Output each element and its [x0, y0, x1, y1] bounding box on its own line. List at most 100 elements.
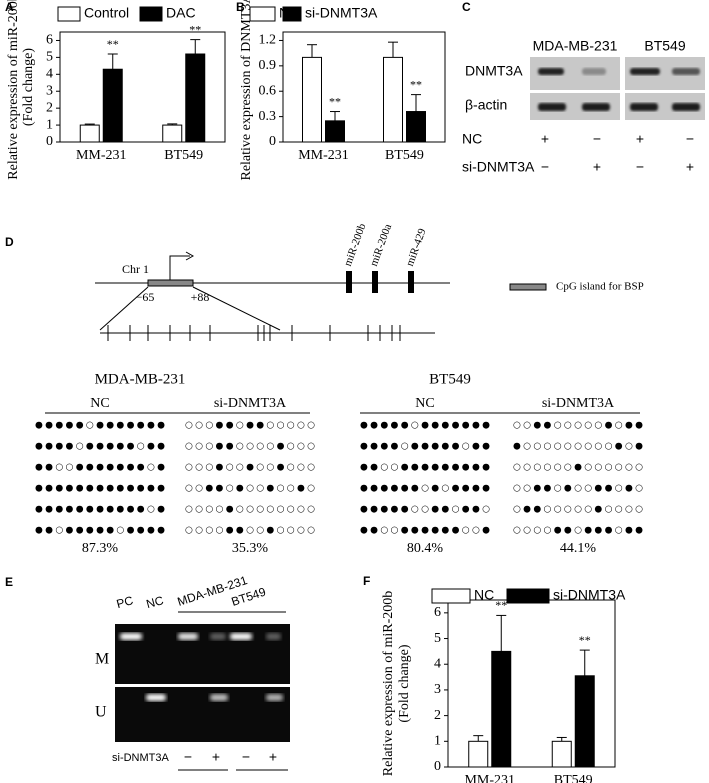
- sample: si-DNMT3A: [214, 396, 287, 411]
- sign: −: [541, 159, 549, 175]
- legend-swatch: [431, 588, 471, 604]
- bar: [325, 120, 345, 143]
- zoom: [192, 286, 281, 331]
- sign: −: [686, 131, 694, 147]
- significance: **: [495, 598, 507, 612]
- band: [538, 68, 564, 75]
- cell-line: MDA-MB-231: [533, 38, 618, 54]
- band: [178, 633, 198, 640]
- mirna: miR-429: [404, 227, 429, 268]
- chromosome-label: Chr 1: [122, 262, 149, 276]
- bar: [302, 56, 322, 143]
- panel-label: A: [5, 0, 14, 14]
- methylation-row: ●●●●●○●●●●●●●: [35, 421, 165, 431]
- panel-label: E: [5, 575, 13, 589]
- row-label: U: [95, 704, 107, 721]
- band: [538, 103, 566, 111]
- significance: **: [107, 37, 119, 51]
- bar: [162, 124, 183, 143]
- y-tick-label: 0.6: [259, 83, 277, 98]
- y-tick-label: 1.2: [259, 33, 277, 48]
- gel: [115, 624, 290, 684]
- band: [582, 103, 610, 111]
- y-axis-label: Relative expression of miR-200b: [381, 591, 396, 776]
- tss-arrow: [169, 255, 190, 280]
- bar: [102, 68, 123, 143]
- legend-swatch: [506, 588, 550, 604]
- y-axis-label: (Fold change): [397, 644, 412, 722]
- mirna: miR-200a: [368, 222, 394, 268]
- sign: −: [636, 159, 644, 175]
- methylation-row: ○○○○●●○○●○○○○: [185, 526, 315, 536]
- legend-label: Control: [84, 5, 129, 21]
- sign: +: [269, 749, 277, 765]
- percent: 87.3%: [82, 541, 119, 556]
- y-tick-label: 5: [46, 50, 53, 65]
- band: [672, 103, 700, 111]
- sign: +: [636, 131, 644, 147]
- sign: −: [242, 749, 250, 765]
- condition: si-DNMT3A: [462, 159, 535, 175]
- methylation-row: ●●●●●●●●●●●●●: [35, 484, 165, 494]
- band: [630, 103, 658, 111]
- legend-label: si-DNMT3A: [553, 587, 626, 603]
- zoom: [99, 286, 149, 331]
- y-tick-label: 0: [269, 134, 276, 149]
- y-axis-label: (Fold change): [21, 48, 36, 126]
- band: [120, 633, 142, 640]
- x-tick-label: BT549: [164, 148, 203, 163]
- y-tick-label: 5: [434, 631, 441, 646]
- methylation-row: ○○○●●○●●○○○○○: [185, 421, 315, 431]
- legend-label: si-DNMT3A: [305, 5, 378, 21]
- sign: +: [686, 159, 694, 175]
- protein: DNMT3A: [465, 63, 523, 79]
- y-tick-label: 2: [46, 100, 53, 115]
- end: +88: [191, 290, 210, 304]
- methylation-row: ●●●●●●●●●●●○●: [35, 505, 165, 515]
- y-tick-label: 6: [46, 33, 53, 48]
- lane: NC: [145, 593, 166, 611]
- methylation-row: ●●●●○●●●●●○●●: [35, 442, 165, 452]
- legend-swatch: [139, 6, 163, 22]
- methylation-row: ●○○○○○○○○○●○●: [513, 442, 643, 452]
- sign: −: [184, 749, 192, 765]
- mirna: miR-200b: [342, 221, 369, 267]
- sample: NC: [90, 396, 109, 411]
- lane: PC: [115, 593, 135, 611]
- bar: [406, 111, 426, 143]
- bar: [574, 675, 595, 768]
- band: [630, 68, 660, 75]
- y-tick-label: 4: [434, 656, 441, 671]
- cell-line: MDA-MB-231: [95, 371, 186, 387]
- band: [672, 68, 700, 75]
- cpg-island: [147, 279, 194, 287]
- y-tick-label: 3: [434, 682, 441, 697]
- band: [266, 633, 281, 640]
- condition: NC: [462, 131, 482, 147]
- methylation-row: ●●○○●●●●●●●○●: [35, 463, 165, 473]
- y-tick-label: 0.9: [259, 58, 277, 73]
- methylation-row: ○●●○○○○○●○○○○: [513, 505, 643, 515]
- cell-line: BT549: [429, 371, 471, 387]
- methylation-row: ○○○●○○●○○●○○○: [185, 463, 315, 473]
- band: [210, 633, 226, 640]
- bar: [383, 56, 403, 143]
- protein: β-actin: [465, 97, 507, 113]
- x-tick-label: MM-231: [464, 773, 515, 783]
- legend-label: DAC: [166, 5, 196, 21]
- legend-label: CpG island for BSP: [556, 281, 644, 293]
- y-tick-label: 0: [434, 759, 441, 774]
- legend-swatch: [282, 6, 302, 22]
- sample: si-DNMT3A: [542, 396, 615, 411]
- y-tick-label: 6: [434, 605, 441, 620]
- band: [146, 694, 166, 701]
- bar: [491, 650, 512, 768]
- y-tick-label: 2: [434, 708, 441, 723]
- bar: [185, 53, 206, 143]
- methylation-row: ●●●●○●●●●●○●●: [360, 442, 490, 452]
- methylation-row: ●●○●●●●●○●●●●: [35, 526, 165, 536]
- significance: **: [579, 633, 591, 647]
- band: [230, 633, 252, 640]
- y-axis-label: Relative expression of DNMT3A: [239, 0, 254, 181]
